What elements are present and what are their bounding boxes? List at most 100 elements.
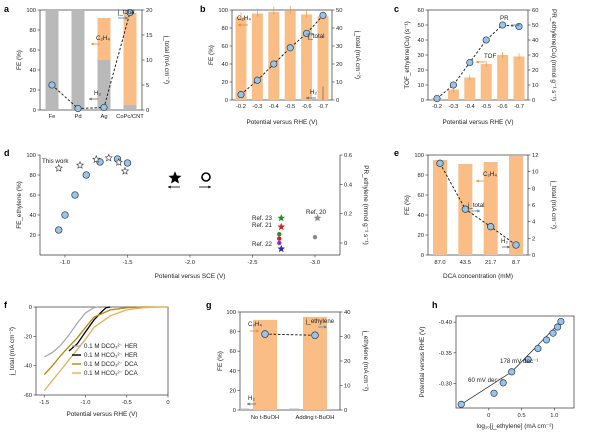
- y2-axis-label: PR_ethylene (mmol g⁻¹ s⁻¹): [362, 165, 369, 245]
- y2-tick-label: 12: [532, 153, 538, 159]
- jtotal-arrow-head: [125, 16, 128, 20]
- legend-star-icon: [168, 171, 182, 184]
- y-tick-label: 80: [222, 26, 228, 32]
- bar-h2: [97, 60, 111, 110]
- bar-c2h4: [509, 156, 523, 255]
- y2-axis-label: j_total (mA cm⁻²): [163, 35, 170, 84]
- y-tick-label: 40: [30, 213, 36, 219]
- tafel-marker: [557, 317, 565, 326]
- tafel-marker: [542, 336, 551, 344]
- x-tick-label: -0.5: [481, 104, 491, 110]
- panel-c-frame: [427, 9, 529, 101]
- y2-tick-label: 10: [336, 80, 342, 86]
- jtotal-marker: [461, 205, 469, 213]
- y2-tick-label: 20: [146, 8, 152, 14]
- y-tick-label: 0: [421, 98, 424, 104]
- tafel-high-label: 178 mV dec⁻¹: [500, 358, 538, 365]
- jtotal-marker: [48, 81, 56, 89]
- x-tick-label: CoPc/CNT: [116, 114, 144, 120]
- x-tick-label: 1.0: [550, 413, 558, 419]
- x-tick-label: -0.4: [465, 104, 476, 110]
- x-tick-label: -2.0: [185, 260, 195, 266]
- y-tick-label: 80: [418, 173, 424, 179]
- lsv-curve: [68, 306, 111, 352]
- y2-tick-label: 8: [532, 186, 535, 192]
- bar-tof: [497, 55, 509, 100]
- jtotal-arrow-head: [477, 209, 480, 213]
- x-axis-label: log₁₀[j_ethylene] (mA cm⁻²): [476, 423, 553, 430]
- y2-tick-label: 20: [344, 359, 350, 365]
- y-tick-label: 60: [418, 8, 424, 14]
- fe-marker: [82, 171, 90, 179]
- jtotal-marker: [253, 76, 261, 84]
- y2-tick-label: 50: [532, 23, 538, 29]
- x-tick-label: No t-BuOH: [251, 415, 279, 421]
- x-axis-label: Potential versus RHE (V): [442, 119, 513, 126]
- ref22-star: [277, 244, 286, 253]
- panel-h-label: h: [432, 300, 438, 310]
- bar-h2: [123, 105, 137, 110]
- x-tick-label: 8.7: [512, 260, 520, 266]
- jtotal-line: [240, 15, 324, 95]
- bar-h2: [45, 10, 59, 110]
- y2-tick-label: 40: [344, 310, 350, 316]
- y-tick-label: -60: [24, 393, 32, 399]
- y2-tick-label: 50: [336, 8, 342, 14]
- h2-annotation: H₂: [248, 395, 255, 402]
- y2-tick-label: 0.6: [344, 153, 352, 159]
- fe-marker: [71, 191, 79, 199]
- y-tick-label: 20: [230, 388, 236, 394]
- jtotal-marker: [436, 159, 444, 167]
- x-tick-label: 0.5: [518, 413, 526, 419]
- x-axis-label: DCA concentration (mM): [443, 273, 513, 280]
- x-tick-label: 43.5: [460, 260, 471, 266]
- pr-annotation: PR: [500, 15, 509, 22]
- jtotal-annotation: j_total: [307, 33, 325, 40]
- tafel-fit-low: [461, 371, 512, 405]
- y-tick-label: 0: [233, 408, 236, 414]
- y-axis-label: FE (%): [16, 50, 23, 70]
- bar-h2: [71, 10, 85, 110]
- bar-c2h4: [301, 14, 313, 100]
- h2-arrow-head: [507, 245, 510, 249]
- jtotal-marker: [270, 60, 278, 68]
- y-tick-label: 40: [230, 369, 236, 375]
- this-work-star: [120, 166, 130, 175]
- y-axis-label: FE_ethylene (%): [16, 181, 23, 229]
- y2-axis-label: j_total (mA cm⁻²): [354, 30, 361, 79]
- jtotal-line: [439, 163, 517, 246]
- x-tick-label: Adding t-BuOH: [296, 415, 335, 421]
- panel-b-label: b: [200, 4, 206, 14]
- fe-marker: [61, 211, 69, 219]
- y2-axis-label: j_ethylene (mA cm⁻²): [362, 330, 369, 391]
- bar-c2h4: [123, 13, 137, 105]
- this-work-star: [54, 163, 63, 172]
- ref20-star: [313, 214, 322, 222]
- y-tick-label: 80: [30, 28, 36, 34]
- c2h4-annotation: C₂H₄: [237, 15, 251, 22]
- bar-c2h4: [268, 11, 280, 100]
- tafel-marker: [549, 329, 557, 337]
- y2-tick-label: 15: [146, 33, 152, 39]
- y-tick-label: -0.40: [439, 320, 452, 326]
- y2-tick-label: 30: [344, 335, 350, 341]
- y-tick-label: 100: [26, 153, 36, 159]
- y2-tick-label: 20: [336, 62, 342, 68]
- y-tick-label: 60: [230, 349, 236, 355]
- y-tick-label: 80: [30, 173, 36, 179]
- fe-marker: [55, 226, 63, 234]
- y-tick-label: 100: [218, 8, 228, 14]
- this-work-star: [75, 160, 85, 169]
- bar-c2h4: [433, 160, 447, 255]
- h2-annotation: H₂: [501, 238, 508, 245]
- y2-tick-label: 10: [532, 170, 538, 176]
- x-tick-label: -1.0: [60, 260, 70, 266]
- y-tick-label: 100: [414, 153, 424, 159]
- x-tick-label: Ag: [100, 114, 107, 120]
- y-tick-label: 0: [225, 98, 228, 104]
- bar-tof: [513, 56, 525, 100]
- tafel-marker: [534, 344, 542, 353]
- ref21-star: [277, 222, 286, 231]
- legend-circle-icon: [201, 172, 211, 182]
- y-tick-label: 40: [418, 213, 424, 219]
